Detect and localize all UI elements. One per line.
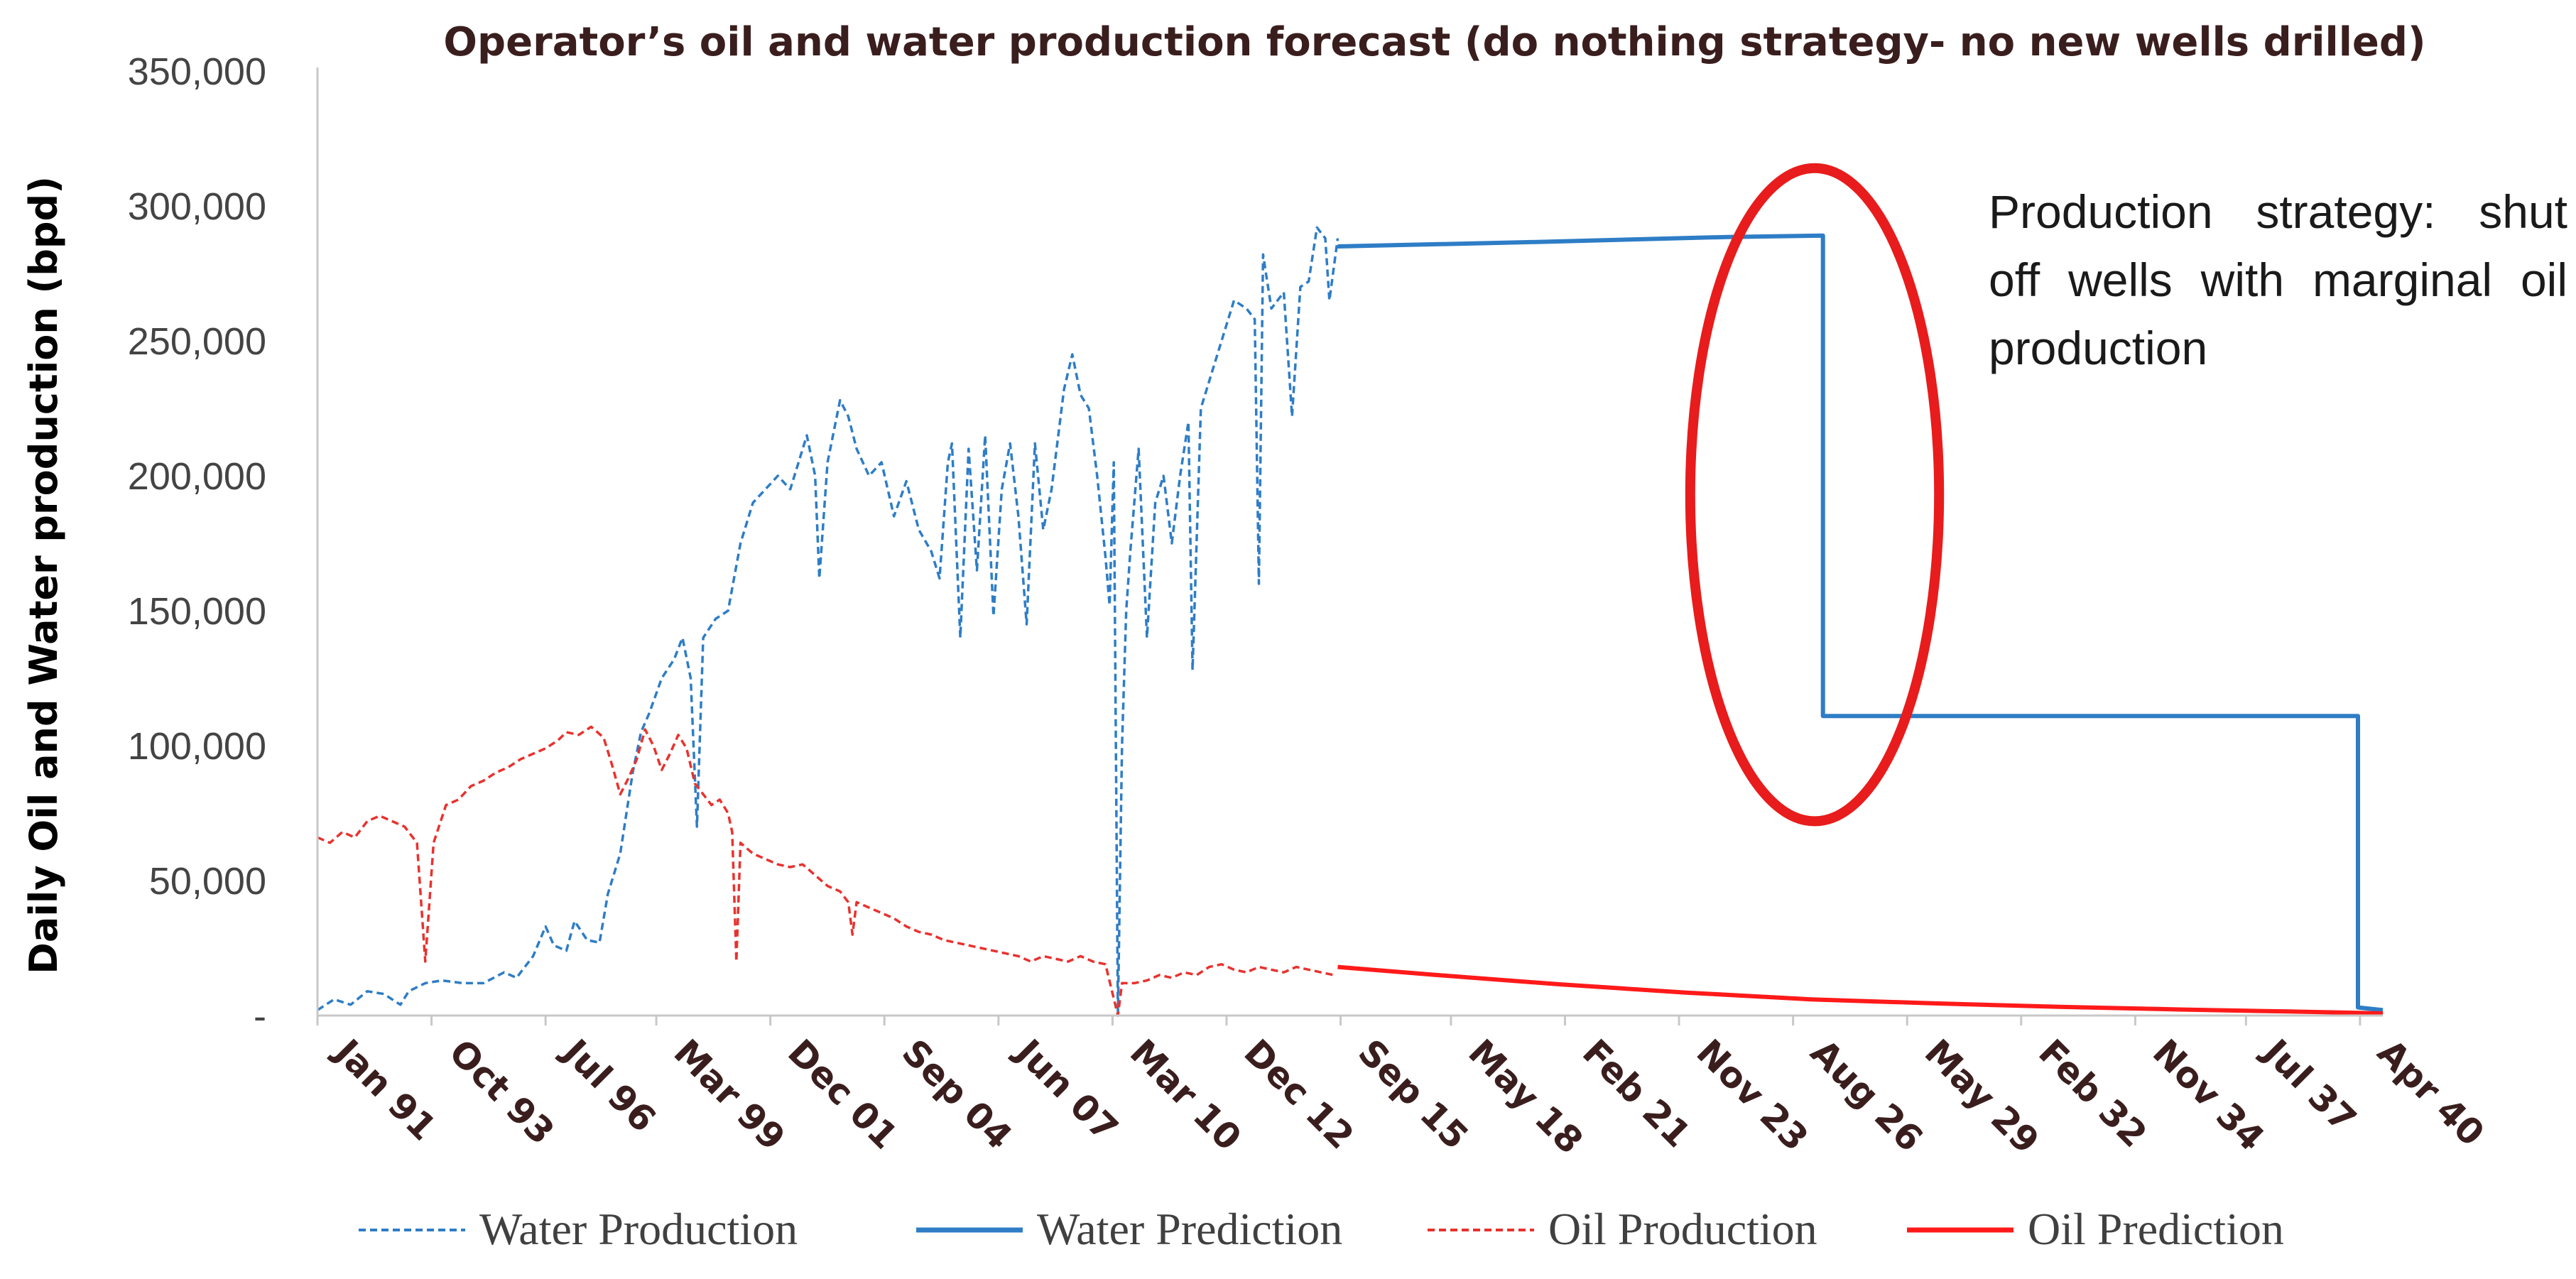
x-tick-label: Oct 93 bbox=[441, 1031, 562, 1152]
series-water-production bbox=[317, 226, 1339, 1017]
x-tick-label: Apr 40 bbox=[2369, 1031, 2492, 1154]
x-tick-label: May 18 bbox=[1460, 1031, 1591, 1162]
x-tick-label: Nov 34 bbox=[2145, 1031, 2272, 1158]
chart-title: Operator’s oil and water production fore… bbox=[443, 19, 2425, 65]
legend: Water Production Water Prediction Oil Prod… bbox=[359, 1204, 2284, 1254]
legend-label: Water Prediction bbox=[1037, 1204, 1342, 1254]
y-axis-ticks: - 50,000 100,000 150,000 200,000 250,000 300,0… bbox=[128, 50, 266, 1038]
y-tick-label: 250,000 bbox=[128, 320, 266, 363]
y-tick-label: 100,000 bbox=[128, 725, 266, 768]
series-oil-prediction bbox=[1337, 964, 2384, 1016]
x-tick-label: Jul 96 bbox=[554, 1030, 664, 1140]
y-tick-label: - bbox=[254, 995, 266, 1038]
y-tick-label: 300,000 bbox=[128, 185, 266, 228]
x-tick-label: Dec 12 bbox=[1237, 1031, 1362, 1157]
highlight-ellipse bbox=[1685, 163, 1945, 827]
strategy-annotation: Production strategy: shut off wells with… bbox=[1989, 185, 2567, 374]
y-axis-label: Daily Oil and Water production (bpd) bbox=[21, 176, 66, 974]
x-tick-label: Nov 23 bbox=[1689, 1031, 1816, 1158]
x-tick-label: Mar 10 bbox=[1122, 1031, 1249, 1158]
legend-label: Water Production bbox=[479, 1204, 798, 1254]
x-tick-label: Mar 99 bbox=[666, 1031, 793, 1158]
x-tick-label: Dec 01 bbox=[780, 1031, 906, 1157]
x-tick-label: Aug 26 bbox=[1803, 1031, 1930, 1159]
y-tick-label: 350,000 bbox=[128, 50, 266, 93]
series-layer bbox=[317, 226, 2384, 1017]
y-tick-label: 200,000 bbox=[128, 455, 266, 498]
x-tick-label: Jun 07 bbox=[1006, 1030, 1126, 1149]
y-tick-label: 50,000 bbox=[149, 860, 266, 903]
series-water-prediction bbox=[1337, 233, 2384, 1013]
legend-label: Oil Production bbox=[1548, 1204, 1817, 1254]
x-tick-marks bbox=[316, 1016, 2362, 1025]
x-tick-label: Jan 91 bbox=[325, 1030, 444, 1148]
y-tick-label: 150,000 bbox=[128, 590, 266, 633]
series-oil-production bbox=[317, 725, 1334, 1017]
x-tick-label: Sep 15 bbox=[1350, 1031, 1476, 1157]
x-tick-label: Jul 37 bbox=[2254, 1030, 2364, 1140]
x-tick-label: Feb 21 bbox=[1575, 1031, 1699, 1155]
x-tick-label: May 29 bbox=[1917, 1031, 2048, 1162]
x-tick-label: Sep 04 bbox=[894, 1031, 1020, 1157]
x-tick-label: Feb 32 bbox=[2031, 1031, 2155, 1155]
legend-label: Oil Prediction bbox=[2028, 1204, 2284, 1254]
